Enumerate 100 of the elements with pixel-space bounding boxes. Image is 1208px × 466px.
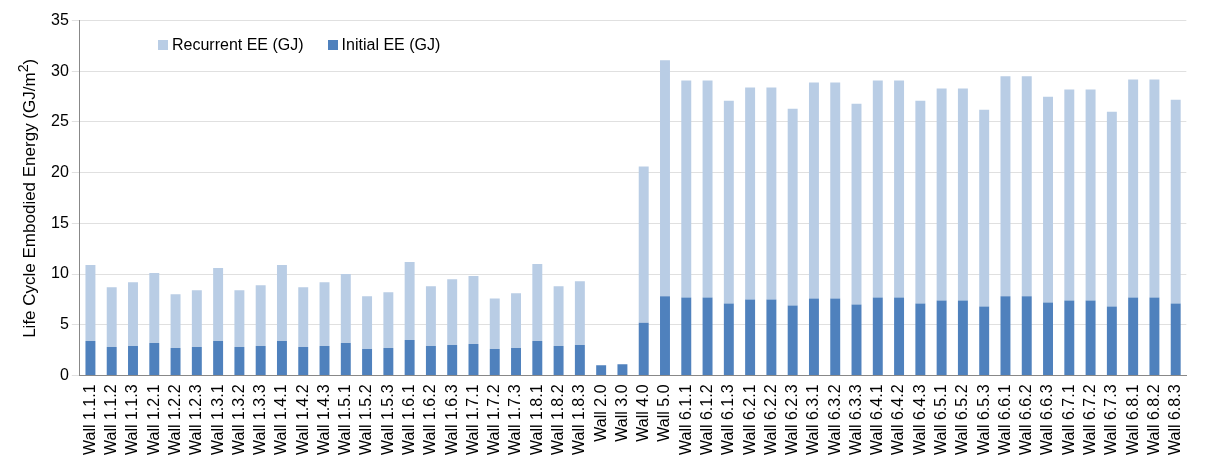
bar bbox=[234, 347, 245, 375]
bar bbox=[128, 282, 138, 347]
bar bbox=[489, 298, 500, 350]
bar bbox=[979, 306, 990, 375]
bar bbox=[1128, 297, 1139, 375]
x-tick-label: Wall 6.5.1 bbox=[932, 384, 950, 455]
bar bbox=[894, 80, 905, 298]
bar bbox=[766, 299, 777, 375]
bar bbox=[808, 82, 819, 299]
bar bbox=[1170, 99, 1181, 304]
bar bbox=[1085, 300, 1096, 375]
bar bbox=[298, 347, 309, 375]
bar bbox=[957, 300, 968, 375]
x-tick-label: Wall 6.8.3 bbox=[1166, 384, 1184, 455]
bar bbox=[872, 297, 883, 375]
bar bbox=[617, 364, 628, 375]
x-tick-label: Wall 1.3.2 bbox=[229, 384, 247, 455]
bar bbox=[1106, 111, 1117, 307]
bar bbox=[191, 347, 202, 375]
x-tick-label: Wall 6.6.1 bbox=[995, 384, 1013, 455]
y-tick-label: 25 bbox=[51, 112, 69, 130]
bar bbox=[979, 109, 990, 307]
x-tick-label: Wall 1.3.1 bbox=[208, 384, 226, 455]
bar bbox=[298, 287, 309, 348]
x-tick-label: Wall 3.0 bbox=[612, 384, 630, 442]
bar bbox=[830, 82, 841, 299]
x-tick-label: Wall 6.2.1 bbox=[740, 384, 758, 455]
bar bbox=[340, 343, 351, 375]
bar bbox=[830, 298, 841, 375]
x-tick-label: Wall 1.1.1 bbox=[80, 384, 98, 455]
x-tick-label: Wall 1.7.2 bbox=[485, 384, 503, 455]
bar bbox=[447, 345, 458, 375]
x-tick-label: Wall 1.3.3 bbox=[251, 384, 269, 455]
bar bbox=[1149, 79, 1160, 298]
x-tick-label: Wall 1.8.3 bbox=[570, 384, 588, 455]
bar bbox=[511, 348, 522, 375]
bar bbox=[702, 80, 713, 298]
x-tick-label: Wall 1.2.2 bbox=[165, 384, 183, 455]
bar bbox=[489, 349, 500, 375]
x-tick-label: Wall 1.8.2 bbox=[549, 384, 566, 455]
bar bbox=[404, 261, 415, 340]
bar bbox=[276, 264, 287, 341]
bar bbox=[1085, 89, 1096, 301]
x-tick-label: Wall 6.7.1 bbox=[1059, 384, 1077, 455]
bar bbox=[1021, 76, 1032, 297]
x-tick-label: Wall 6.4.3 bbox=[910, 384, 928, 455]
bar bbox=[1043, 302, 1053, 375]
x-tick-label: Wall 1.7.1 bbox=[463, 384, 481, 455]
x-tick-label: Wall 6.1.1 bbox=[676, 384, 694, 455]
x-tick-label: Wall 6.3.2 bbox=[825, 384, 843, 455]
bar bbox=[872, 80, 883, 298]
bar bbox=[383, 292, 394, 349]
bar bbox=[319, 346, 330, 375]
x-tick-label: Wall 6.5.3 bbox=[974, 384, 992, 455]
bar bbox=[574, 345, 585, 375]
bar bbox=[425, 346, 436, 375]
x-tick-label: Wall 1.6.3 bbox=[442, 384, 460, 455]
bar bbox=[851, 304, 862, 375]
bar bbox=[766, 87, 777, 300]
bar bbox=[170, 294, 181, 349]
bar bbox=[234, 290, 245, 348]
x-tick-label: Wall 6.8.1 bbox=[1123, 384, 1141, 455]
bar bbox=[1149, 297, 1160, 375]
bar bbox=[213, 340, 224, 375]
bar bbox=[362, 349, 373, 375]
bar bbox=[1043, 96, 1053, 303]
x-tick-label: Wall 5.0 bbox=[655, 384, 673, 442]
bar bbox=[1064, 89, 1075, 301]
bar bbox=[149, 343, 160, 375]
bar bbox=[787, 108, 798, 306]
x-tick-label: Wall 1.5.2 bbox=[357, 384, 375, 455]
x-tick-label: Wall 6.6.3 bbox=[1038, 384, 1056, 455]
x-tick-label: Wall 1.2.3 bbox=[187, 384, 205, 455]
bar bbox=[787, 305, 798, 375]
bar bbox=[106, 287, 117, 348]
bar bbox=[191, 290, 202, 348]
x-tick-label: Wall 1.7.3 bbox=[506, 384, 524, 455]
x-tick-label: Wall 6.7.3 bbox=[1102, 384, 1120, 455]
bar bbox=[362, 296, 373, 350]
x-tick-label: Wall 2.0 bbox=[591, 384, 609, 442]
legend-label: Recurrent EE (GJ) bbox=[172, 36, 304, 54]
x-tick-label: Wall 6.6.2 bbox=[1017, 384, 1035, 455]
x-tick-label: Wall 1.5.3 bbox=[378, 384, 396, 455]
bar bbox=[128, 346, 138, 375]
bar bbox=[447, 279, 458, 346]
bar bbox=[255, 346, 266, 375]
bar bbox=[255, 285, 266, 347]
bar bbox=[425, 286, 436, 347]
bar bbox=[213, 267, 224, 341]
bar bbox=[851, 103, 862, 305]
bar bbox=[745, 299, 756, 375]
bar bbox=[1128, 79, 1139, 298]
y-tick-label: 15 bbox=[51, 213, 69, 231]
bar bbox=[511, 293, 522, 349]
y-tick-label: 5 bbox=[59, 315, 69, 333]
x-tick-label: Wall 6.2.3 bbox=[783, 384, 801, 455]
x-tick-label: Wall 6.1.2 bbox=[697, 384, 715, 455]
bar bbox=[681, 297, 692, 375]
bar bbox=[915, 303, 926, 375]
bar bbox=[894, 297, 905, 375]
